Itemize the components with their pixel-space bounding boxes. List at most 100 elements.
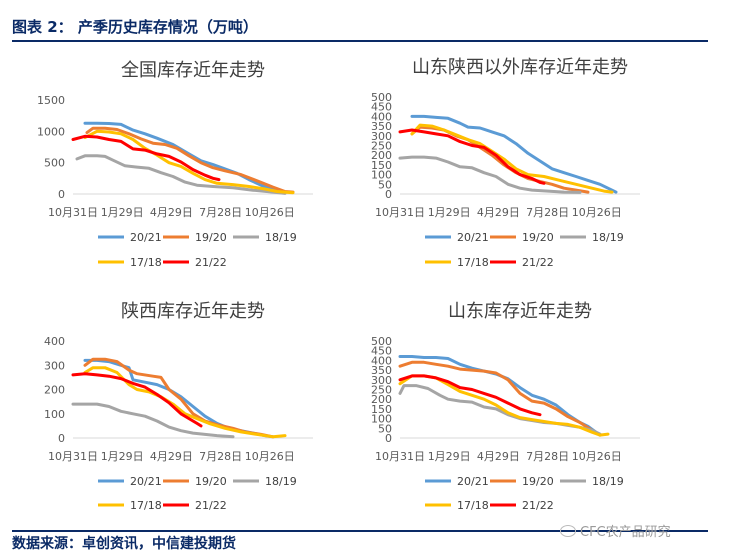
x-tick-label: 4月29日	[477, 450, 520, 463]
x-tick-label: 4月29日	[150, 450, 193, 463]
y-tick-label: 0	[385, 188, 392, 201]
legend-item: 19/20	[490, 475, 554, 488]
x-tick-label: 10月31日	[48, 206, 98, 219]
legend-label: 20/21	[457, 231, 489, 244]
legend-label: 20/21	[130, 231, 162, 244]
chart-title: 陕西库存近年走势	[121, 301, 265, 322]
y-tick-label: 300	[371, 374, 392, 387]
watermark-text: CFC农产品研究	[580, 525, 671, 540]
y-tick-label: 100	[44, 408, 65, 421]
x-tick-label: 4月29日	[477, 206, 520, 219]
y-tick-label: 350	[371, 364, 392, 377]
legend-item: 19/20	[490, 231, 554, 244]
series-line-17-18	[83, 366, 287, 439]
y-tick-label: 400	[44, 335, 65, 348]
series-line-21-22	[71, 134, 221, 182]
legend-label: 18/19	[592, 231, 624, 244]
legend-label: 21/22	[195, 256, 227, 269]
legend-item: 17/18	[98, 256, 162, 269]
y-tick-label: 250	[371, 140, 392, 153]
legend-label: 18/19	[265, 475, 297, 488]
series-line-18-19	[398, 384, 602, 436]
y-tick-label: 0	[385, 432, 392, 445]
chart-panel-3: 陕西库存近年走势 0 100 200 300 400 10月31日 1月29日 4月29日 7月2…	[44, 301, 313, 512]
series-line-21-22	[398, 128, 546, 185]
figure-title: 图表 2： 产季历史库存情况（万吨）	[12, 16, 258, 37]
series-line-17-18	[83, 129, 295, 195]
y-tick-label: 150	[371, 403, 392, 416]
y-tick-label: 450	[371, 101, 392, 114]
figure-header: 图表 2： 产季历史库存情况（万吨）	[12, 14, 712, 40]
legend-item: 21/22	[163, 256, 227, 269]
watermark: CFC农产品研究	[560, 521, 671, 540]
y-tick-label: 350	[371, 120, 392, 133]
series-line-21-22	[71, 372, 203, 428]
y-tick-label: 50	[378, 422, 392, 435]
series-line-18-19	[75, 154, 287, 195]
series-line-20-21	[410, 114, 618, 194]
series-line-21-22	[398, 374, 542, 417]
legend-item: 19/20	[163, 231, 227, 244]
x-tick-label: 10月31日	[48, 450, 98, 463]
y-tick-label: 200	[371, 149, 392, 162]
series-line-20-21	[83, 121, 283, 193]
y-tick-label: 500	[371, 91, 392, 104]
series-line-17-18	[398, 374, 610, 437]
legend-item: 17/18	[425, 499, 489, 512]
legend-label: 18/19	[592, 475, 624, 488]
legend-label: 18/19	[265, 231, 297, 244]
footer-rule	[12, 530, 708, 532]
chart-panel-2: 山东陕西以外库存近年走势 0501001502002503003504004505…	[371, 57, 640, 269]
legend-label: 17/18	[130, 499, 162, 512]
y-tick-label: 1500	[37, 94, 65, 107]
x-tick-label: 7月28日	[526, 450, 569, 463]
chart-title: 全国库存近年走势	[121, 60, 265, 81]
legend-item: 17/18	[98, 499, 162, 512]
legend-item: 20/21	[98, 475, 162, 488]
y-tick-label: 450	[371, 345, 392, 358]
x-tick-label: 7月28日	[526, 206, 569, 219]
legend-label: 19/20	[522, 231, 554, 244]
x-tick-label: 10月26日	[572, 450, 622, 463]
y-tick-label: 200	[44, 384, 65, 397]
y-tick-label: 250	[371, 384, 392, 397]
legend-item: 18/19	[233, 475, 297, 488]
x-tick-label: 7月28日	[199, 206, 242, 219]
legend-label: 20/21	[130, 475, 162, 488]
series-line-18-19	[71, 402, 235, 439]
y-tick-label: 150	[371, 159, 392, 172]
legend-item: 20/21	[425, 231, 489, 244]
x-tick-label: 10月26日	[572, 206, 622, 219]
legend-item: 18/19	[233, 231, 297, 244]
y-tick-label: 0	[58, 188, 65, 201]
legend-label: 20/21	[457, 475, 489, 488]
y-tick-label: 400	[371, 110, 392, 123]
y-tick-label: 300	[371, 130, 392, 143]
x-tick-label: 10月31日	[375, 206, 425, 219]
legend-label: 21/22	[522, 499, 554, 512]
legend-item: 18/19	[560, 231, 624, 244]
x-tick-label: 1月29日	[428, 450, 471, 463]
x-tick-label: 7月28日	[199, 450, 242, 463]
chart-panel-1: 全国库存近年走势 0 500 1000 1500 10月31日 1月29日 4月29日 7月28…	[37, 60, 313, 269]
y-tick-label: 1000	[37, 125, 65, 138]
legend-item: 21/22	[163, 499, 227, 512]
y-tick-label: 400	[371, 354, 392, 367]
wechat-icon	[560, 525, 576, 537]
legend-item: 20/21	[425, 475, 489, 488]
legend-label: 21/22	[195, 499, 227, 512]
y-tick-label: 0	[58, 432, 65, 445]
figure-caption: 产季历史库存情况（万吨）	[77, 18, 258, 36]
legend-label: 19/20	[195, 231, 227, 244]
legend-label: 17/18	[457, 499, 489, 512]
x-tick-label: 1月29日	[101, 206, 144, 219]
legend-label: 17/18	[457, 256, 489, 269]
y-tick-label: 100	[371, 169, 392, 182]
chart-title: 山东陕西以外库存近年走势	[412, 57, 628, 78]
series-line-20-21	[398, 355, 602, 437]
legend-label: 17/18	[130, 256, 162, 269]
legend-item: 19/20	[163, 475, 227, 488]
legend-item: 21/22	[490, 256, 554, 269]
y-tick-label: 50	[378, 178, 392, 191]
